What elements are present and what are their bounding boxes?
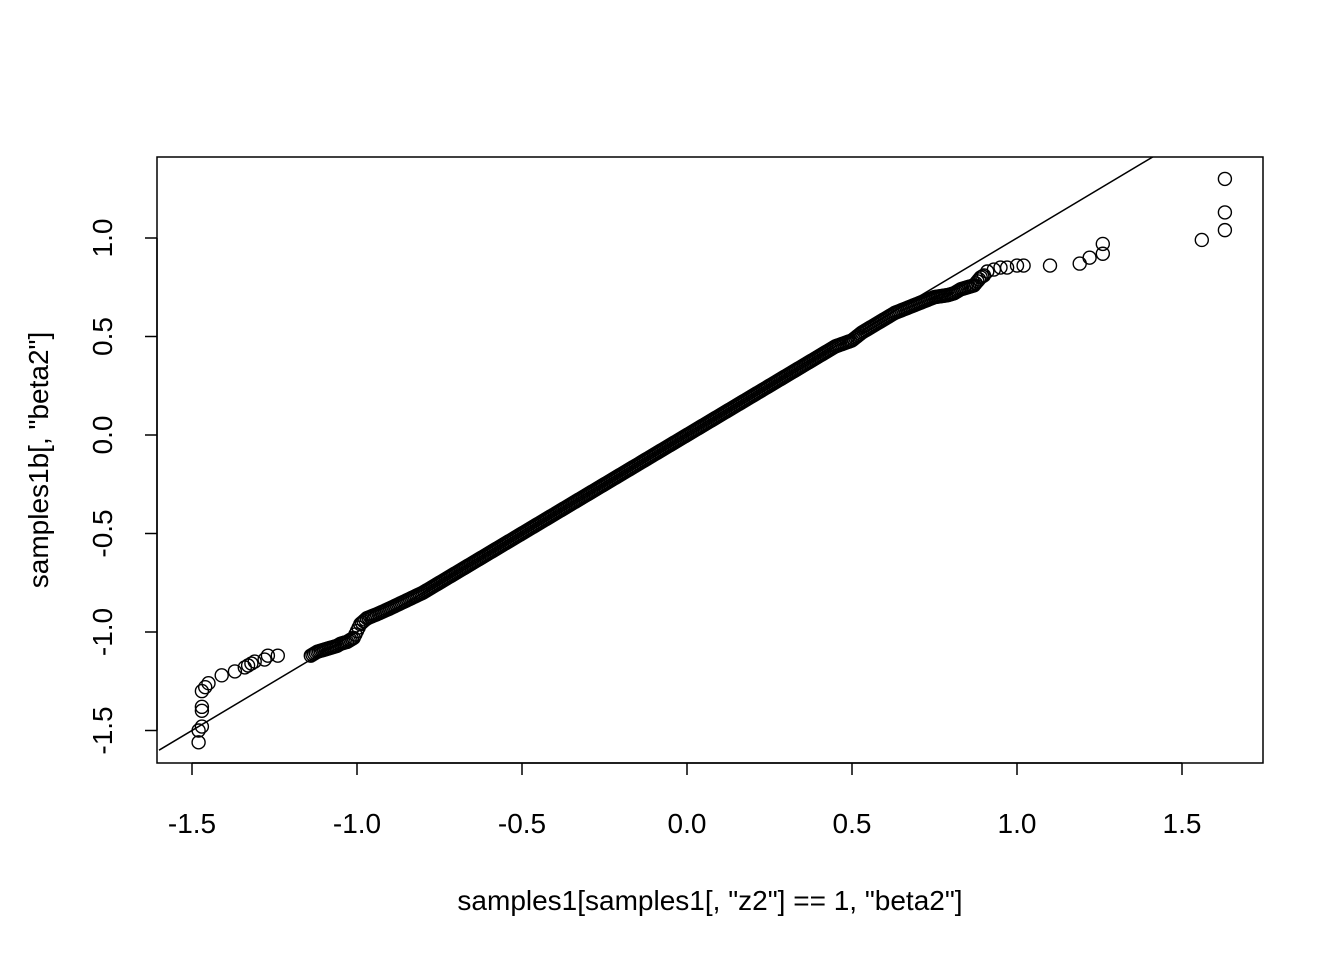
data-point (194, 703, 210, 718)
data-point (214, 668, 229, 683)
data-point (1194, 232, 1210, 248)
data-point (194, 699, 210, 715)
x-tick-label: 0.0 (668, 808, 707, 839)
data-point (247, 654, 262, 669)
data-point (1217, 222, 1233, 238)
data-point (1016, 258, 1031, 273)
qq-reference-line (158, 157, 1155, 751)
data-point (971, 272, 987, 287)
x-tick-label: 0.5 (833, 808, 872, 839)
data-point (260, 648, 276, 663)
data-point (993, 260, 1008, 275)
y-axis: -1.5 -1.0 -0.5 0.0 0.5 1.0 (87, 219, 158, 755)
data-point (194, 719, 210, 734)
data-point (1009, 258, 1025, 273)
x-axis-title: samples1[samples1[, "z2"] == 1, "beta2"] (457, 885, 962, 916)
data-point (1072, 256, 1087, 271)
marks-layer (158, 157, 1233, 751)
y-axis-title: samples1b[, "beta2"] (23, 332, 54, 588)
y-tick-label: -0.5 (87, 509, 118, 557)
data-point (197, 679, 213, 695)
data-point (1042, 258, 1058, 273)
data-point (975, 269, 990, 284)
x-tick-label: 1.5 (1163, 808, 1202, 839)
x-tick-label: -1.5 (168, 808, 216, 839)
data-point (191, 723, 206, 738)
y-tick-label: 0.0 (87, 416, 118, 455)
y-tick-label: 1.0 (87, 219, 118, 258)
data-point (1217, 171, 1233, 187)
data-point (1217, 205, 1233, 220)
x-axis: -1.5 -1.0 -0.5 0.0 0.5 1.0 1.5 (168, 762, 1202, 839)
x-tick-label: -0.5 (498, 808, 546, 839)
data-point (194, 683, 210, 699)
data-point (1095, 236, 1111, 252)
y-tick-label: -1.5 (87, 706, 118, 754)
data-point (305, 647, 320, 662)
data-point (1082, 250, 1097, 265)
data-point (999, 260, 1015, 275)
y-tick-label: -1.0 (87, 608, 118, 656)
data-point (191, 735, 206, 750)
x-tick-label: 1.0 (998, 808, 1037, 839)
data-point (948, 284, 964, 300)
data-point (227, 664, 243, 679)
data-point (270, 648, 285, 663)
data-point (1095, 246, 1111, 261)
data-point (244, 656, 259, 671)
data-point (201, 676, 216, 691)
data-point (257, 652, 272, 667)
y-tick-label: 0.5 (87, 317, 118, 356)
x-tick-label: -1.0 (333, 808, 381, 839)
data-point (980, 264, 995, 279)
data-point (344, 631, 360, 647)
